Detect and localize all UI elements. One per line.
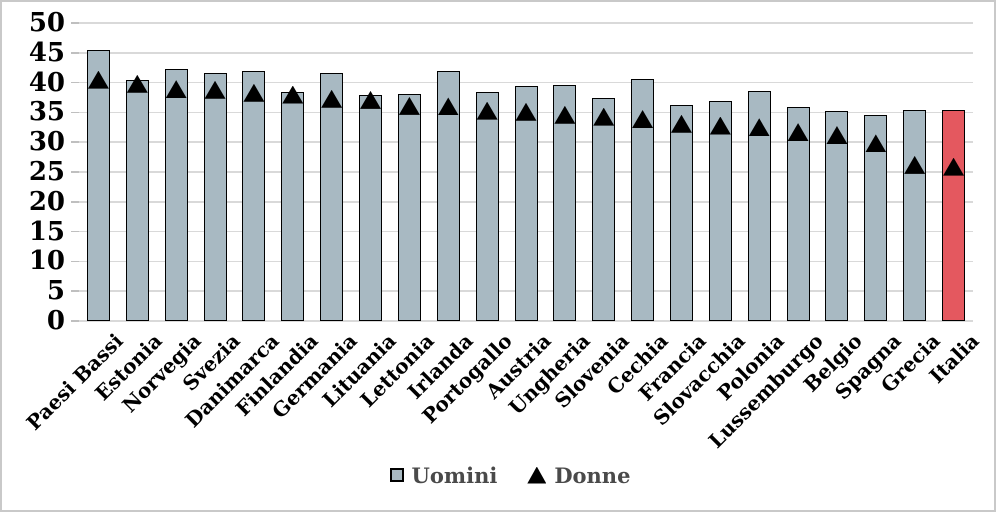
bar-belgio bbox=[825, 110, 849, 321]
y-axis-tick bbox=[71, 111, 79, 114]
bar-paesi-bassi bbox=[86, 49, 110, 321]
bar-polonia bbox=[747, 90, 771, 321]
y-axis-tick bbox=[71, 230, 79, 233]
y-axis-tick bbox=[71, 52, 79, 54]
gridline bbox=[79, 81, 973, 84]
bar-slovacchia bbox=[708, 101, 732, 321]
bar-francia bbox=[669, 104, 693, 321]
bar-germania bbox=[320, 73, 344, 321]
y-axis-label: 50 bbox=[28, 8, 65, 38]
bar-austria bbox=[514, 86, 538, 321]
gridline bbox=[79, 320, 973, 322]
bar-slovenia bbox=[592, 97, 616, 321]
y-axis-tick bbox=[71, 201, 79, 203]
y-axis-tick bbox=[71, 22, 79, 24]
bar-irlanda bbox=[436, 70, 460, 321]
y-axis-tick bbox=[71, 260, 79, 263]
legend-triangle-swatch bbox=[527, 466, 547, 484]
legend: Uomini Donne bbox=[12, 459, 996, 491]
y-axis-label: 25 bbox=[28, 157, 65, 187]
y-axis-tick bbox=[71, 81, 79, 84]
y-axis-label: 10 bbox=[28, 246, 65, 277]
y-axis-tick bbox=[71, 141, 79, 143]
y-axis-label: 35 bbox=[28, 97, 65, 128]
bar-grecia bbox=[903, 110, 927, 321]
y-axis-tick bbox=[71, 171, 79, 173]
bar-estonia bbox=[125, 80, 149, 321]
legend-item-donne: Donne bbox=[527, 463, 630, 488]
bar-lussemburgo bbox=[786, 107, 810, 321]
y-axis-label: 0 bbox=[46, 306, 65, 336]
y-axis-label: 5 bbox=[46, 276, 65, 307]
gridline bbox=[79, 52, 973, 54]
bar-svezia bbox=[203, 73, 227, 321]
legend-label-uomini: Uomini bbox=[411, 462, 498, 488]
bar-norvegia bbox=[164, 69, 188, 321]
bar-portogallo bbox=[475, 91, 499, 321]
y-axis-tick bbox=[71, 320, 79, 322]
bar-finlandia bbox=[281, 91, 305, 321]
bar-danimarca bbox=[242, 70, 266, 321]
bar-lettonia bbox=[397, 93, 421, 321]
y-axis-label: 45 bbox=[28, 37, 65, 68]
legend-item-uomini: Uomini bbox=[389, 462, 498, 488]
bar-ungheria bbox=[553, 84, 577, 321]
bar-italia bbox=[942, 110, 966, 321]
y-axis-label: 40 bbox=[28, 67, 65, 98]
y-axis-label: 15 bbox=[28, 216, 65, 247]
y-axis-label: 30 bbox=[28, 127, 65, 158]
bar-cechia bbox=[631, 79, 655, 321]
bar-lituania bbox=[359, 95, 383, 321]
y-axis-label: 20 bbox=[28, 186, 65, 217]
plot-area: 0 5 10 15 20 25 30 35 40 45 50 Paesi Bassi Estonia N… bbox=[22, 8, 983, 453]
gridline bbox=[79, 22, 973, 24]
legend-label-donne: Donne bbox=[554, 462, 631, 488]
legend-square-swatch bbox=[389, 468, 404, 482]
y-axis-tick bbox=[71, 290, 79, 292]
bar-spagna bbox=[864, 114, 888, 321]
